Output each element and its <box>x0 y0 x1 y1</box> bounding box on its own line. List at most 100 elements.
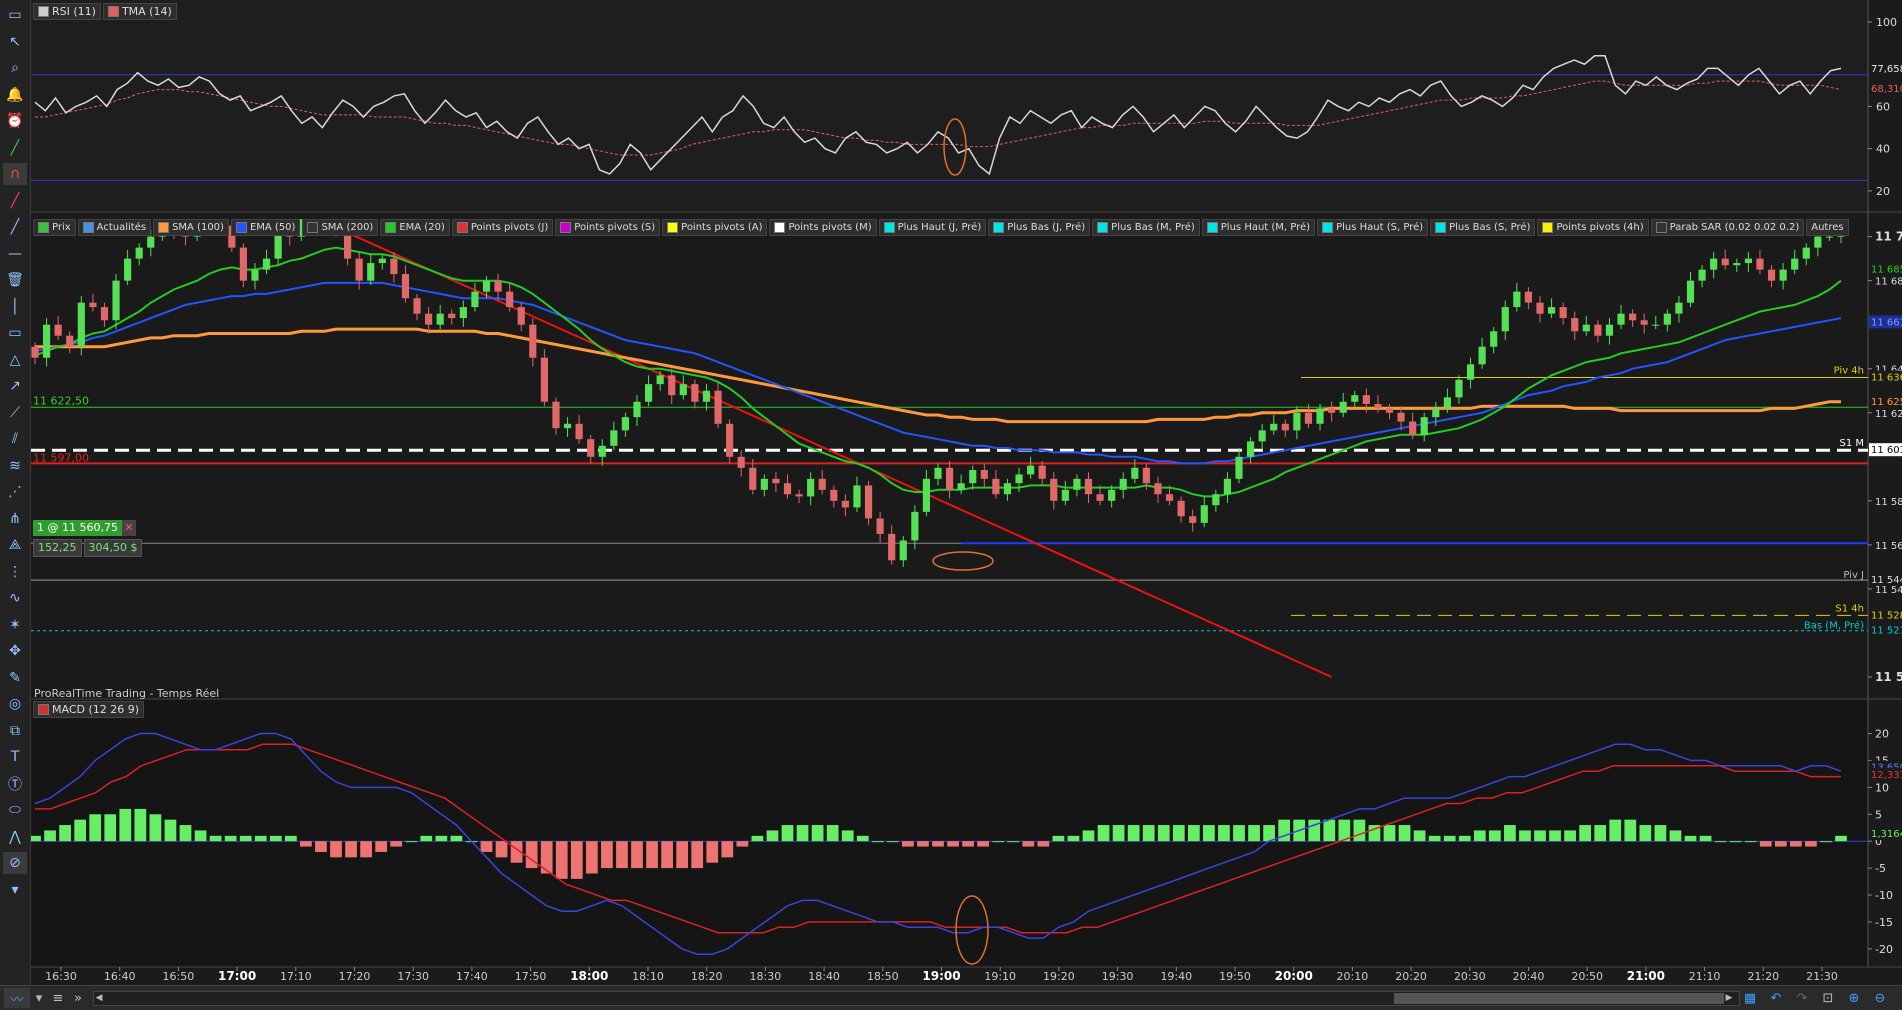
settings-icon[interactable]: ✶ <box>9 616 21 633</box>
magnet-icon[interactable]: ∩ <box>3 163 27 185</box>
time-tick-label: 18:50 <box>867 970 899 983</box>
candle <box>1663 313 1671 325</box>
macd-histogram-bar <box>1413 830 1426 842</box>
pitchfork-icon[interactable]: ⋔ <box>9 510 21 527</box>
legend-swatch <box>107 6 119 17</box>
price-legend-item[interactable]: SMA (200) <box>302 219 379 236</box>
ellipse-icon[interactable]: ⬭ <box>9 802 21 818</box>
move-icon[interactable]: ✥ <box>9 643 21 659</box>
brush-icon[interactable]: ✎ <box>9 669 21 686</box>
price-legend-item[interactable]: Plus Bas (S, Pré) <box>1430 219 1536 236</box>
fib-circle-icon[interactable]: ◎ <box>8 696 22 712</box>
candle <box>1142 467 1150 484</box>
close-order-icon[interactable]: ✕ <box>121 520 136 536</box>
price-legend-item[interactable]: Plus Haut (J, Pré) <box>878 219 987 236</box>
cursor-icon[interactable]: ↖ <box>9 33 21 50</box>
time-tick-label: 17:30 <box>397 970 429 983</box>
fib-time-icon[interactable]: ⋮ <box>8 563 22 580</box>
chart-style-icon[interactable]: 〰 <box>4 988 30 1008</box>
pattern-icon[interactable]: ⋀ <box>9 828 21 845</box>
price-legend-item[interactable]: EMA (20) <box>380 219 450 236</box>
rsi-legend-item[interactable]: RSI (11) <box>33 3 101 20</box>
vertical-line-icon[interactable]: │ <box>10 298 20 315</box>
menu-icon[interactable]: ≡ <box>52 990 64 1006</box>
arrow-icon[interactable]: ↗ <box>9 378 21 394</box>
ruler-icon[interactable]: ▭ <box>8 7 22 23</box>
price-legend-item[interactable]: EMA (50) <box>230 219 301 236</box>
trash-icon[interactable]: 🗑 <box>6 272 24 288</box>
price-legend-item[interactable]: Points pivots (J) <box>451 219 554 236</box>
basm-name: Bas (M, Pré) <box>1804 620 1864 632</box>
calendar-icon[interactable]: ▦ <box>1743 990 1757 1006</box>
text-icon[interactable]: T <box>10 749 20 765</box>
fibonacci-icon[interactable]: ≋ <box>9 457 21 474</box>
price-legend-item[interactable]: Parab SAR (0.02 0.02 0.2) <box>1650 219 1805 236</box>
price-legend-item[interactable]: Plus Bas (M, Pré) <box>1092 219 1200 236</box>
zoom-box-icon[interactable]: ⊡ <box>1822 990 1834 1006</box>
price-legend-item[interactable]: Points pivots (4h) <box>1537 219 1649 236</box>
time-scrollbar[interactable] <box>93 991 1740 1006</box>
more-icon[interactable]: ▾ <box>11 881 19 898</box>
rsi-legend-item[interactable]: TMA (14) <box>102 3 177 20</box>
macd-legend-item[interactable]: MACD (12 26 9) <box>33 701 145 718</box>
macd-histogram-bar <box>1820 841 1832 843</box>
candle <box>1385 408 1394 413</box>
macd-histogram-bar <box>134 808 147 842</box>
legend-label: Points pivots (J) <box>470 222 549 233</box>
macd-histogram-bar <box>1157 825 1170 842</box>
candle <box>1270 423 1278 431</box>
price-tick-label: 11 640 <box>1875 365 1902 376</box>
wave-icon[interactable]: ∿ <box>9 590 21 606</box>
triangle-icon[interactable]: △ <box>9 351 21 368</box>
legend-label: Plus Haut (J, Pré) <box>897 222 982 233</box>
price-legend-item[interactable]: Plus Haut (S, Pré) <box>1317 219 1429 236</box>
price-legend-item[interactable]: Autres <box>1806 219 1849 236</box>
undo-icon[interactable]: ↶ <box>1770 990 1782 1006</box>
candle <box>343 232 352 259</box>
scroll-right-icon[interactable]: ▶ <box>1725 993 1733 1003</box>
alert-bell-icon[interactable]: 🔔 <box>6 86 24 103</box>
legend-swatch <box>307 222 319 233</box>
macd-tick-label: 5 <box>1875 808 1882 821</box>
scroll-left-icon[interactable]: ◀ <box>95 993 103 1003</box>
segment-icon[interactable]: ⟋ <box>10 404 20 421</box>
red-line-icon[interactable]: ╱ <box>10 192 20 209</box>
expand-icon[interactable]: » <box>74 990 82 1006</box>
price-legend-item[interactable]: Points pivots (S) <box>555 219 661 236</box>
signal-value-label-bg <box>1869 767 1902 781</box>
zoom-out-icon[interactable]: ⊖ <box>1874 990 1886 1006</box>
dropdown-icon[interactable]: ▾ <box>35 990 43 1006</box>
zoom-icon[interactable]: ⌕ <box>11 60 19 76</box>
trend-line-icon[interactable]: ╱ <box>10 139 20 156</box>
price-legend-item[interactable]: Prix <box>33 219 76 236</box>
fib-fan-icon[interactable]: ⟁ <box>8 537 22 553</box>
time-tick-label: 18:40 <box>808 970 840 983</box>
candle <box>563 423 572 429</box>
alert-add-icon[interactable]: ⏰ <box>6 113 24 129</box>
redo-icon[interactable]: ↷ <box>1796 990 1808 1006</box>
hide-tool-icon[interactable]: ⊘ <box>3 852 27 874</box>
horizontal-line-icon[interactable]: — <box>8 245 22 262</box>
time-tick-label: 20:10 <box>1337 970 1369 983</box>
rectangle-icon[interactable]: ▭ <box>8 325 22 341</box>
candle <box>1061 489 1069 501</box>
price-legend-item[interactable]: SMA (100) <box>153 219 229 236</box>
macd-histogram-bar <box>1428 835 1441 842</box>
scroll-thumb[interactable] <box>1394 993 1724 1004</box>
copy-icon[interactable]: ⧉ <box>10 722 20 739</box>
rsi-tick-label: 20 <box>1876 185 1890 198</box>
gann-icon[interactable]: ⋰ <box>8 484 22 500</box>
label-icon[interactable]: Ⓣ <box>8 776 22 793</box>
line-icon[interactable]: ╱ <box>10 219 20 235</box>
price-legend-item[interactable]: Actualités <box>77 219 152 236</box>
channel-icon[interactable]: ⫽ <box>11 431 19 447</box>
price-legend-item[interactable]: Plus Haut (M, Pré) <box>1201 219 1316 236</box>
zoom-in-icon[interactable]: ⊕ <box>1848 990 1860 1006</box>
price-legend-item[interactable]: Points pivots (M) <box>769 219 877 236</box>
price-legend-item[interactable]: Plus Bas (J, Pré) <box>988 219 1091 236</box>
order-label[interactable]: 1 @ 11 560,75 <box>33 520 122 536</box>
time-tick-label: 20:50 <box>1571 970 1603 983</box>
price-legend-item[interactable]: Points pivots (A) <box>662 219 768 236</box>
